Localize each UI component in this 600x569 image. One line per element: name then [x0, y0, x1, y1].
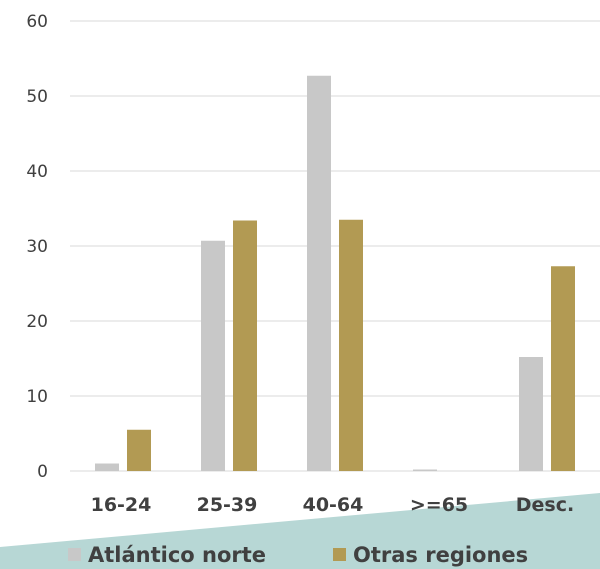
- x-axis-ticks: 16-24 25-39 40-64 >=65 Desc.: [91, 494, 575, 516]
- bar-atlantico-norte: [201, 240, 225, 471]
- y-tick-label: 10: [26, 387, 48, 407]
- x-tick-label: Desc.: [516, 494, 574, 516]
- bar-otras-regiones: [551, 266, 575, 471]
- gridlines: [70, 20, 600, 472]
- bar-otras-regiones: [127, 429, 151, 471]
- legend-label: Otras regiones: [353, 543, 528, 567]
- x-tick-label: 25-39: [197, 494, 258, 516]
- bar-atlantico-norte: [413, 469, 437, 471]
- bar-atlantico-norte: [307, 75, 331, 471]
- x-tick-label: 16-24: [91, 494, 152, 516]
- y-tick-label: 0: [37, 462, 48, 482]
- bar-atlantico-norte: [95, 463, 119, 471]
- bar-otras-regiones: [339, 219, 363, 471]
- y-tick-label: 20: [26, 312, 48, 332]
- x-tick-label: >=65: [410, 494, 468, 516]
- legend-label: Atlántico norte: [88, 543, 266, 567]
- legend-swatch: [333, 548, 346, 561]
- bar-otras-regiones: [233, 220, 257, 471]
- y-axis-ticks: 0 10 20 30 40 50 60: [26, 12, 48, 482]
- legend-swatch: [68, 548, 81, 561]
- y-tick-label: 40: [26, 162, 48, 182]
- y-tick-label: 30: [26, 237, 48, 257]
- decorative-band: [0, 493, 600, 569]
- y-tick-label: 50: [26, 87, 48, 107]
- y-tick-label: 60: [26, 12, 48, 32]
- bar-atlantico-norte: [519, 357, 543, 471]
- legend: Atlántico norte Otras regiones: [68, 543, 528, 567]
- x-tick-label: 40-64: [303, 494, 364, 516]
- bars: [95, 75, 575, 471]
